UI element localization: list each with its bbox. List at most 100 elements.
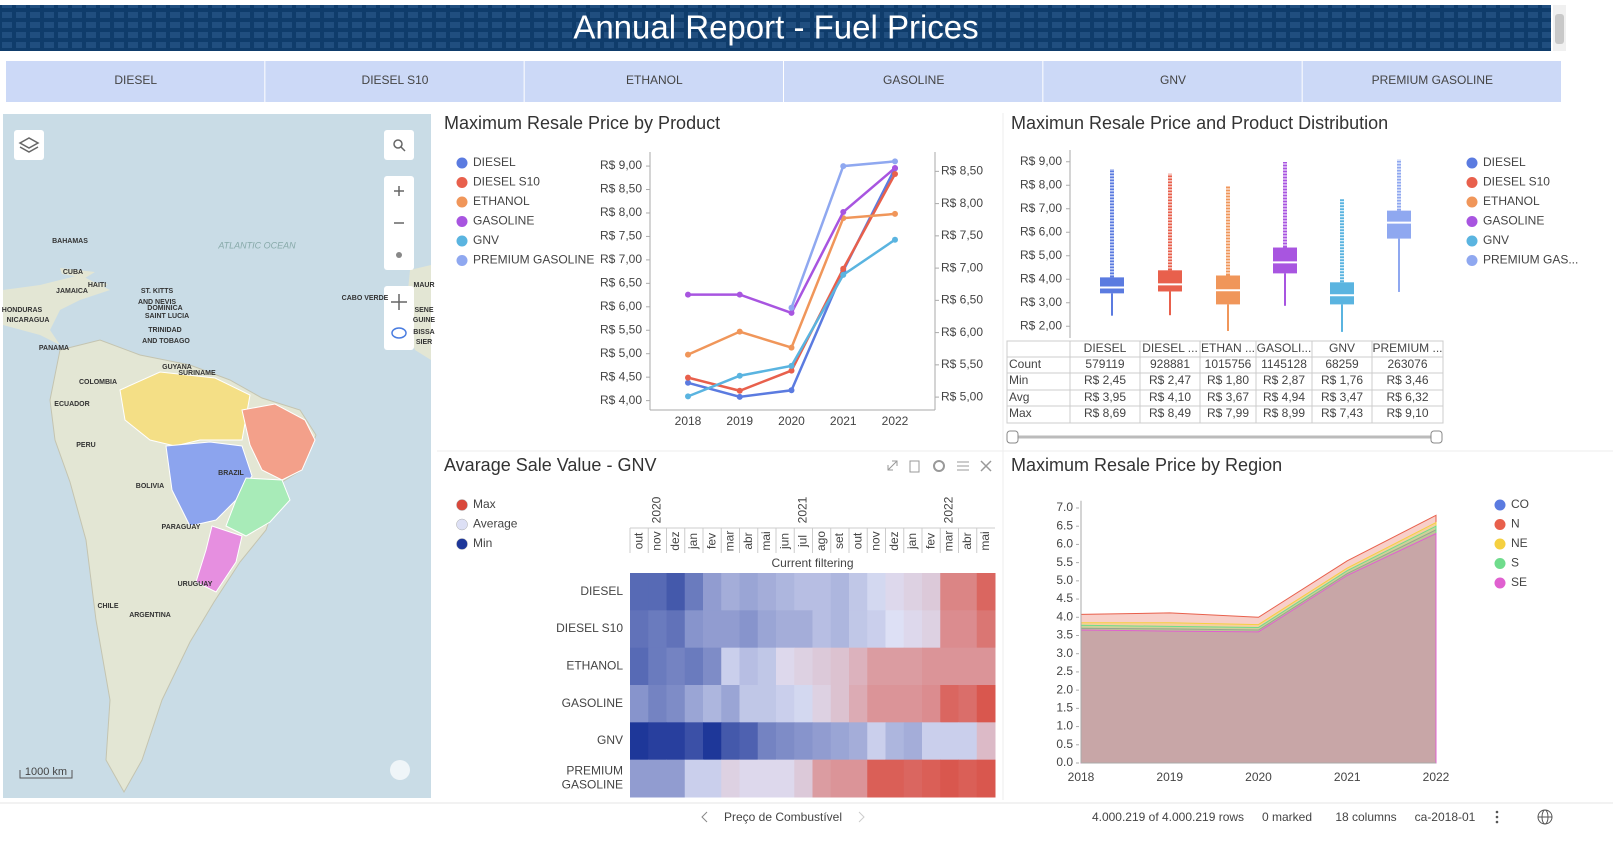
point <box>788 362 795 369</box>
year-label: 2022 <box>942 496 956 523</box>
heat-cell <box>776 647 795 686</box>
map-label: ATLANTIC OCEAN <box>217 240 296 250</box>
y-tick-label: R$ 9,00 <box>600 158 642 172</box>
point <box>892 210 898 217</box>
legend-swatch <box>456 216 468 227</box>
legend-swatch <box>1466 235 1478 247</box>
heat-cell <box>703 759 722 798</box>
tab[interactable] <box>784 61 1043 102</box>
y-tick-label: 2.5 <box>1056 664 1073 678</box>
map-label: HAITI <box>88 282 106 289</box>
column-label: abr <box>960 532 974 549</box>
tab-label[interactable]: PREMIUM GASOLINE <box>1372 73 1493 87</box>
y2-tick-label: R$ 5,50 <box>941 357 983 371</box>
row-label: GASOLINE <box>562 696 623 710</box>
heat-cell <box>940 759 959 798</box>
y2-tick-label: R$ 8,00 <box>941 196 983 210</box>
table-cell: R$ 1,80 <box>1207 373 1249 387</box>
heat-cell <box>757 647 777 686</box>
table-cell: 263076 <box>1387 357 1427 371</box>
globe-icon[interactable] <box>1537 809 1553 825</box>
heat-cell <box>757 685 777 723</box>
tab-label[interactable]: GASOLINE <box>883 73 944 87</box>
slider-handle[interactable] <box>1430 430 1443 444</box>
column-label: ago <box>814 531 828 551</box>
heat-cell <box>903 573 923 611</box>
box <box>1330 282 1354 305</box>
column-label: nov <box>869 531 883 550</box>
y-tick-label: R$ 7,00 <box>1020 201 1062 215</box>
heatmap-toolbar[interactable] <box>887 460 992 473</box>
map-label: SAINT LUCIA <box>145 313 189 320</box>
heat-cell <box>922 647 941 686</box>
column-label: jan <box>686 533 700 550</box>
heat-cell <box>757 610 777 649</box>
column-label: mai <box>978 531 992 550</box>
legend-label: Average <box>473 517 518 531</box>
column-label: fev <box>704 533 718 549</box>
next-sheet[interactable] <box>858 811 865 823</box>
heat-cell <box>721 685 740 723</box>
slider-handle[interactable] <box>1006 430 1019 444</box>
column-label: out <box>850 532 864 549</box>
tab[interactable] <box>524 61 783 102</box>
legend-swatch <box>456 518 468 531</box>
heat-cell <box>757 759 777 798</box>
tab-label[interactable]: DIESEL <box>114 73 157 87</box>
heat-cell <box>903 647 923 686</box>
y-tick-label: R$ 5,00 <box>600 346 642 360</box>
series-line <box>688 166 896 315</box>
map-label: COLOMBIA <box>79 379 117 386</box>
heat-cell <box>776 610 795 649</box>
heat-cell <box>830 647 850 686</box>
table-cell: R$ 3,47 <box>1321 390 1363 404</box>
box <box>1273 247 1297 274</box>
tab[interactable] <box>6 61 265 102</box>
footer-menu[interactable] <box>1495 810 1499 824</box>
tab-label[interactable]: DIESEL S10 <box>362 73 429 87</box>
sheet-name[interactable]: Preço de Combustível <box>724 810 842 824</box>
tab[interactable] <box>1302 61 1561 102</box>
year-label: 2021 <box>796 496 810 523</box>
heat-cell <box>666 722 686 761</box>
x-tick-label: 2019 <box>726 414 753 428</box>
map-label: JAMAICA <box>56 288 88 295</box>
tab[interactable] <box>1043 61 1302 102</box>
heat-cell <box>630 610 649 649</box>
table-cell: R$ 2,45 <box>1084 373 1126 387</box>
table-cell: R$ 2,87 <box>1263 373 1305 387</box>
map-label: ST. KITTS <box>141 288 174 295</box>
table-cell: 1145128 <box>1261 357 1307 371</box>
heat-cell <box>903 610 923 649</box>
point <box>892 236 898 243</box>
legend-label: Min <box>473 536 492 550</box>
table-cell: R$ 3,67 <box>1207 390 1249 404</box>
map-label: HONDURAS <box>2 307 43 314</box>
area <box>1080 532 1437 764</box>
tab[interactable] <box>265 61 524 102</box>
table-cell: R$ 2,47 <box>1149 373 1191 387</box>
heat-cell <box>922 610 941 649</box>
scroll-thumb[interactable] <box>1555 14 1564 44</box>
map-label: ECUADOR <box>54 401 89 408</box>
heat-cell <box>867 759 886 798</box>
prev-sheet[interactable] <box>701 811 708 823</box>
y2-tick-label: R$ 5,00 <box>941 389 983 403</box>
point <box>840 209 847 216</box>
heat-cell <box>812 610 832 649</box>
y-tick-label: 5.0 <box>1056 573 1073 587</box>
y-tick-label: 3.0 <box>1056 646 1073 660</box>
point <box>788 304 795 311</box>
heat-cell <box>794 573 813 611</box>
tab-label[interactable]: ETHANOL <box>626 73 683 87</box>
tab-label[interactable]: GNV <box>1160 73 1186 87</box>
map-label: CABO VERDE <box>342 295 389 302</box>
heat-cell <box>958 722 978 761</box>
point <box>736 328 743 335</box>
y2-tick-label: R$ 8,50 <box>941 164 983 178</box>
column-label: jan <box>905 533 919 550</box>
page-title: Annual Report - Fuel Prices <box>573 9 978 46</box>
x-tick-label: 2021 <box>830 414 857 428</box>
heat-cell <box>885 685 905 723</box>
